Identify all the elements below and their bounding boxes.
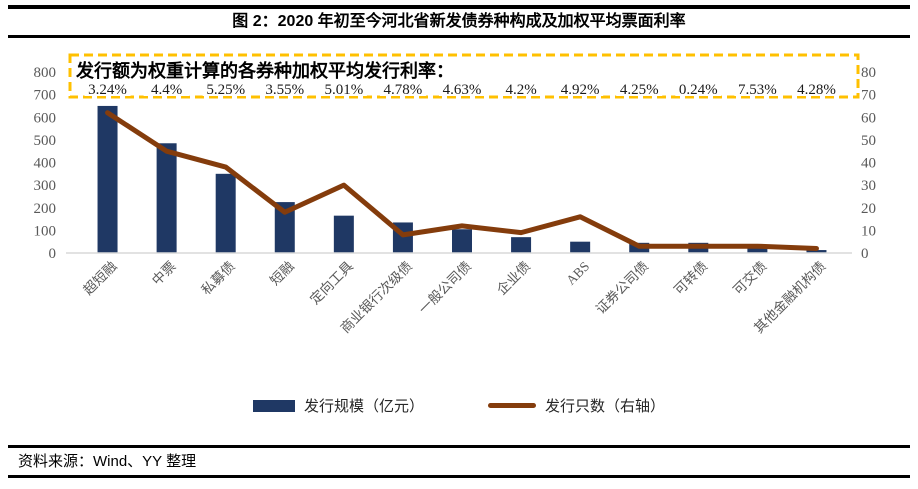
- left-axis-tick: 200: [34, 201, 57, 217]
- rate-label-backing: [379, 82, 426, 96]
- left-axis-tick: 0: [49, 246, 57, 262]
- right-axis-tick: 30: [861, 178, 876, 194]
- bar: [570, 241, 591, 253]
- line-series: [105, 110, 819, 251]
- rate-label: 7.53%: [738, 82, 777, 98]
- left-axis-tick: 600: [34, 110, 57, 126]
- rate-label-backing: [202, 82, 249, 96]
- right-axis-tick: 80: [861, 65, 876, 81]
- left-axis-tick: 300: [34, 178, 57, 194]
- rate-label: 3.55%: [265, 82, 304, 98]
- rate-label-backing: [84, 82, 131, 96]
- rate-label: 4.63%: [443, 82, 482, 98]
- rate-label: 4.78%: [384, 82, 423, 98]
- rate-label-backing: [439, 82, 485, 96]
- rate-label: 5.25%: [206, 82, 245, 98]
- category-label: 短融: [267, 258, 297, 288]
- rate-label-backing: [557, 82, 604, 96]
- rate-label: 4.4%: [151, 82, 182, 98]
- top-divider: [8, 5, 910, 9]
- rate-label: 3.24%: [88, 82, 127, 98]
- legend-item-bar-series: 发行规模（亿元）: [252, 395, 424, 416]
- right-axis-tick: 20: [861, 201, 876, 217]
- bar: [215, 173, 236, 253]
- bar: [747, 248, 768, 253]
- bar-series-swatch: [252, 399, 295, 412]
- rate-label-backing: [320, 82, 367, 96]
- rate-label-backing: [793, 82, 840, 96]
- rate-label-backing: [143, 82, 190, 96]
- rate-label-backing: [734, 82, 781, 96]
- rate-label: 4.28%: [797, 82, 836, 98]
- category-label: 定向工具: [307, 259, 356, 308]
- combo-chart: 8007006005004003002001000807060504030201…: [34, 53, 876, 336]
- legend-item-line-series: 发行只数（右轴）: [488, 395, 665, 416]
- right-axis-tick: 50: [861, 133, 876, 149]
- category-label: 证券公司债: [593, 259, 651, 317]
- bar: [156, 143, 177, 253]
- right-axis-tick: 0: [861, 246, 869, 262]
- bottom-divider: [8, 475, 910, 478]
- category-label: 超短融: [80, 258, 120, 298]
- source-top-divider: [8, 445, 910, 448]
- source-note: 资料来源：Wind、YY 整理: [18, 453, 197, 470]
- rate-label-backing: [498, 82, 545, 96]
- category-label: 企业债: [493, 258, 533, 298]
- annotation-title: 发行额为权重计算的各券种加权平均发行利率：: [75, 60, 454, 81]
- right-axis-tick: 70: [861, 88, 876, 104]
- bar: [806, 250, 827, 253]
- rate-label: 5.01%: [324, 82, 363, 98]
- rate-label: 4.92%: [561, 82, 600, 98]
- annotation-box: [68, 53, 860, 99]
- bar: [511, 237, 532, 253]
- figure-title: 图 2：2020 年初至今河北省新发债券种构成及加权平均票面利率: [232, 13, 686, 30]
- left-axis-tick: 100: [34, 223, 57, 239]
- rate-label: 4.25%: [620, 82, 659, 98]
- category-label: 中票: [149, 259, 179, 289]
- left-axis-tick: 700: [34, 88, 57, 104]
- line-series-swatch: [488, 403, 536, 408]
- left-axis-tick: 500: [34, 133, 57, 149]
- category-label: 私募债: [199, 259, 238, 298]
- rate-label: 4.2%: [505, 82, 536, 98]
- category-label: 一般公司债: [416, 259, 474, 317]
- right-axis-tick: 10: [861, 223, 876, 239]
- bar-series-label: 发行规模（亿元）: [303, 399, 424, 415]
- left-axis-tick: 800: [34, 65, 57, 81]
- rate-label: 0.24%: [679, 82, 718, 98]
- chart-legend: 发行规模（亿元） 发行只数（右轴）: [0, 393, 918, 418]
- category-label: ABS: [563, 259, 592, 288]
- category-label: 可转债: [671, 259, 710, 298]
- rate-label-backing: [675, 82, 722, 96]
- rate-label-backing: [616, 82, 663, 96]
- left-axis-tick: 400: [34, 156, 57, 172]
- line-series-label: 发行只数（右轴）: [545, 399, 666, 415]
- bar: [333, 215, 354, 253]
- right-axis-tick: 60: [861, 110, 876, 126]
- title-divider: [8, 35, 910, 38]
- bar: [452, 229, 472, 253]
- category-label: 可交债: [730, 258, 770, 298]
- right-axis-tick: 40: [861, 156, 876, 172]
- rate-label-backing: [261, 82, 308, 96]
- bar: [274, 202, 295, 253]
- bar: [97, 105, 118, 253]
